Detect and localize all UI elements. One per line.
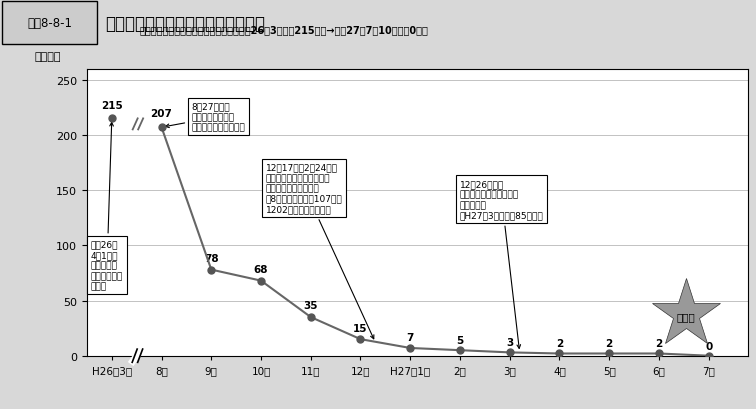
Text: 12月17日～2月24日：
改正法に基づく検査命令・
販売等停止命令を実施
（8月からの累計で107店舗
1202製品に検査命令）: 12月17日～2月24日： 改正法に基づく検査命令・ 販売等停止命令を実施 （8…	[266, 163, 374, 339]
Text: 35: 35	[303, 301, 318, 311]
Text: （店舗）: （店舗）	[34, 52, 60, 62]
Text: 8月27日～：
初めて検査命令・
販売等停止命令を実施: 8月27日～： 初めて検査命令・ 販売等停止命令を実施	[166, 103, 245, 132]
FancyBboxPatch shape	[2, 2, 97, 45]
Text: 7: 7	[407, 333, 414, 343]
Text: 危険ドラッグ販売店舗等の取締状況: 危険ドラッグ販売店舗等の取締状況	[105, 15, 265, 32]
Text: 平成26年
4月1日：
指定薬物の
所持・使用等
に罰則: 平成26年 4月1日： 指定薬物の 所持・使用等 に罰則	[91, 123, 123, 291]
Text: 2: 2	[606, 338, 613, 348]
Text: 図袆8-8-1: 図袆8-8-1	[27, 17, 73, 30]
Text: 壊滅！: 壊滅！	[677, 311, 696, 321]
Text: 78: 78	[204, 253, 218, 263]
Text: 15: 15	[353, 323, 367, 333]
Text: 【危険ドラッグ販売店舗数の推移】　平成26年3月時点215店舗→平成27年7月10日時点0店舗: 【危険ドラッグ販売店舗数の推移】 平成26年3月時点215店舗→平成27年7月1…	[140, 25, 429, 35]
Text: 2: 2	[655, 338, 662, 348]
Text: 0: 0	[705, 342, 712, 351]
Text: 215: 215	[101, 100, 122, 110]
Text: 2: 2	[556, 338, 563, 348]
Text: 68: 68	[254, 264, 268, 274]
Text: 207: 207	[150, 109, 172, 119]
Text: 3: 3	[506, 337, 513, 347]
Text: 5: 5	[457, 335, 463, 345]
Text: 12月26日～：
改正法に基づく命令対象
物品の告示
（H27年3月末：記85物品）: 12月26日～： 改正法に基づく命令対象 物品の告示 （H27年3月末：記85物…	[460, 180, 544, 348]
